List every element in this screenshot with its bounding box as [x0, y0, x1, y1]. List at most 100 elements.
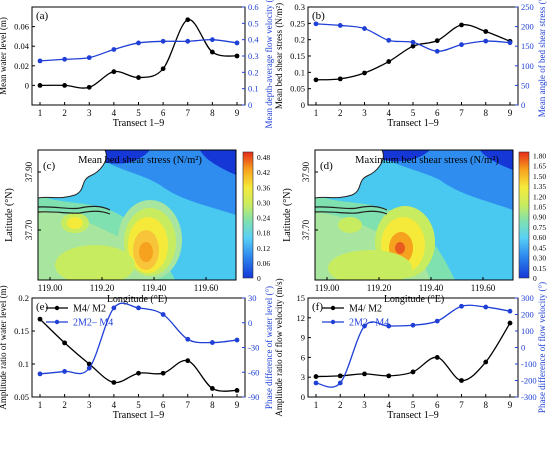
panel-b-xlabel: Transect 1–9 [387, 118, 439, 129]
data-point [111, 380, 117, 385]
x-tick-label: 5 [411, 108, 416, 118]
y-left-tick-label: 15 [297, 293, 306, 303]
colorbar-tick-label: 1.80 [533, 151, 546, 160]
panel-d-xlabel: Longitude (°E) [384, 294, 444, 305]
x-tick-label: 3 [87, 400, 92, 410]
x-tick-label: 8 [484, 108, 489, 118]
data-point [62, 340, 68, 346]
data-point [410, 322, 416, 328]
series-line-left [39, 318, 238, 392]
x-tick-label: 8 [210, 400, 215, 410]
panel-b-label: (b) [312, 10, 325, 22]
panel-a-ylabel-right: Mean depth-average flow velocity (m/s) [264, 0, 274, 128]
data-point [410, 43, 416, 49]
data-point [386, 37, 392, 43]
x-tick-label: 9 [508, 108, 513, 118]
data-point [459, 42, 464, 48]
legend-marker [330, 305, 336, 311]
colorbar-tick-label: 0.75 [533, 223, 546, 232]
panel-e-xlabel: Transect 1–9 [113, 410, 165, 421]
x-tick-label: 7 [459, 108, 464, 118]
data-point [483, 29, 489, 34]
y-left-tick-label: 0 [25, 80, 29, 90]
x-tick-label: 1 [38, 400, 43, 410]
series-line-left [315, 24, 511, 81]
data-point [434, 38, 440, 44]
x-tick-label: 9 [508, 400, 513, 410]
panel-f-xlabel: Transect 1–9 [387, 410, 439, 421]
colorbar-tick-label: 1.35 [533, 182, 546, 191]
y-left-tick-label: 0.06 [14, 22, 29, 32]
panel-d: (d) Maximum bed shear stress (N/m²) 00.1… [282, 149, 546, 305]
data-point [459, 303, 464, 309]
data-point [86, 84, 92, 90]
panel-a-ylabel-left: Mean water level (m) [0, 17, 8, 95]
y-right-tick-label: -60 [248, 367, 259, 377]
data-point [362, 323, 367, 329]
panel-c-title: Mean bed shear stress (N/m²) [78, 155, 202, 166]
panel-a-xlabel: Transect 1–9 [113, 118, 165, 129]
x-tick-label: 3 [362, 108, 367, 118]
x-tick-label: 1 [314, 400, 319, 410]
y-left-tick-label: 0.25 [290, 18, 305, 28]
colorbar-tick-label: 0.18 [257, 229, 270, 238]
y-right-tick-label: 0.5 [248, 18, 259, 28]
x-tick-label: 5 [411, 400, 416, 410]
legend-label: 2M2– M4 [73, 318, 113, 329]
data-point [313, 21, 319, 27]
legend-label: 2M2– M4 [349, 318, 389, 329]
x-tick-label: 9 [235, 108, 240, 118]
x-tick-label: 1 [38, 108, 43, 118]
data-point [37, 316, 43, 322]
colorbar-tick-label: 0.30 [533, 254, 546, 263]
data-point [185, 38, 191, 44]
data-point [136, 305, 141, 311]
data-point [337, 373, 343, 379]
panel-e: 1 2 3 4 5 6 7 8 9 Transect 1–9 0.05 0.1 0.15 0.2 -90 -6… [0, 285, 274, 421]
map-x-tick-label: 119.00 [315, 283, 340, 293]
data-point [434, 355, 440, 360]
colorbar-tick-label: 1.20 [533, 192, 546, 201]
legend-marker [54, 319, 60, 325]
colorbar-tick-label: 1.50 [533, 172, 546, 181]
y-right-tick-label: 100 [521, 326, 534, 336]
x-tick-label: 7 [186, 108, 191, 118]
y-right-tick-label: 0 [521, 100, 525, 110]
y-left-tick-label: 0.2 [18, 293, 29, 303]
panel-d-label: (d) [320, 160, 333, 172]
x-tick-label: 6 [161, 400, 166, 410]
y-left-tick-label: 0.1 [18, 359, 29, 369]
map-x-tick-label: 119.00 [38, 283, 63, 293]
y-right-tick-label: 0 [248, 318, 252, 328]
panel-c-ylabel: Latitude (°N) [4, 188, 15, 242]
colorbar-tick-label: 0.45 [533, 243, 546, 252]
panel-a-label: (a) [36, 10, 49, 22]
data-point [434, 48, 440, 54]
y-left-tick-label: 0.15 [290, 51, 305, 61]
x-tick-label: 2 [338, 108, 343, 118]
data-point [234, 53, 240, 59]
y-left-tick-label: 0.3 [294, 2, 305, 12]
data-point [136, 75, 141, 80]
y-right-tick-label: -30 [248, 343, 259, 353]
panel-d-frame [314, 149, 514, 281]
panel-b-frame [307, 6, 519, 106]
series-line-right [315, 304, 511, 388]
data-point [160, 38, 166, 44]
colorbar-tick-label: 0.42 [257, 168, 270, 177]
data-point [483, 38, 489, 44]
data-point [234, 40, 240, 46]
data-point [507, 40, 513, 46]
y-right-tick-label: 0.2 [248, 67, 259, 77]
data-point [337, 23, 343, 28]
x-tick-label: 8 [210, 108, 215, 118]
panel-e-ylabel-right: Phase difference of water level (°) [264, 286, 274, 409]
y-left-tick-label: 9 [301, 333, 305, 343]
panel-c-frame [37, 149, 237, 281]
x-tick-label: 3 [87, 108, 92, 118]
x-tick-label: 8 [484, 400, 489, 410]
y-right-tick-label: 30 [248, 293, 257, 303]
y-left-tick-label: 0 [301, 392, 305, 402]
series-line-right [39, 302, 238, 375]
colorbar-tick-label: 0 [257, 274, 261, 283]
